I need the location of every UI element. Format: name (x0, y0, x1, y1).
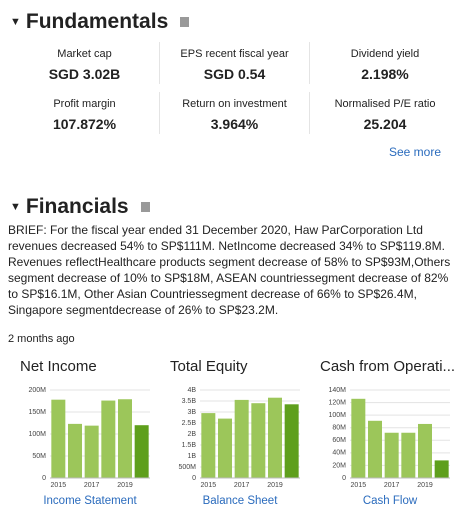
bar (134, 425, 149, 478)
chart-title: Cash from Operati... (320, 358, 456, 375)
bar (118, 399, 132, 478)
metric-value: 3.964% (210, 116, 259, 132)
y-tick-label: 3.5B (182, 398, 197, 405)
metric-label: EPS recent fiscal year (180, 48, 289, 60)
info-icon[interactable] (140, 202, 150, 212)
y-tick-label: 1.5B (182, 442, 197, 449)
y-tick-label: 40M (332, 450, 346, 457)
y-tick-label: 100M (328, 412, 346, 419)
y-tick-label: 100M (28, 431, 46, 438)
metric-card: Market cap SGD 3.02B (10, 42, 160, 84)
y-tick-label: 80M (332, 425, 346, 432)
bar (284, 404, 299, 478)
y-tick-label: 1B (187, 453, 196, 460)
x-tick-label: 2017 (234, 482, 250, 489)
metric-label: Normalised P/E ratio (334, 98, 436, 110)
chart-link[interactable]: Cash Flow (362, 495, 418, 507)
chart-link[interactable]: Income Statement (43, 495, 137, 507)
see-more-link[interactable]: See more (388, 145, 441, 159)
bar (201, 413, 216, 478)
y-tick-label: 0 (42, 475, 46, 482)
section-heading[interactable]: ▼ Fundamentals (10, 10, 190, 34)
y-tick-label: 20M (332, 462, 346, 469)
y-tick-label: 120M (328, 399, 346, 406)
bar (351, 398, 366, 478)
x-tick-label: 2015 (201, 482, 217, 489)
bar (218, 418, 232, 478)
metric-value: 25.204 (363, 116, 407, 132)
y-tick-label: 200M (28, 387, 46, 394)
metric-value: 107.872% (52, 116, 117, 132)
metric-label: Market cap (57, 48, 112, 60)
bar (84, 425, 99, 478)
chart: 0 500M 1B 1.5B 2B 2.5B 3B 3.5B 4B 2015 2017 2019 (178, 387, 300, 489)
bar (368, 420, 382, 478)
metric-value: SGD 0.54 (203, 66, 266, 82)
x-tick-label: 2019 (417, 482, 433, 489)
bar (68, 423, 82, 478)
y-tick-label: 2.5B (182, 420, 197, 427)
y-tick-label: 3B (187, 409, 196, 416)
bar (418, 423, 432, 478)
chart-title: Net Income (20, 358, 97, 375)
y-tick-label: 150M (28, 409, 46, 416)
y-tick-label: 0 (192, 475, 196, 482)
bar (101, 400, 116, 478)
y-tick-label: 4B (187, 387, 196, 394)
metric-card: Normalised P/E ratio 25.204 (310, 92, 460, 134)
metric-label: Profit margin (53, 98, 116, 110)
y-tick-label: 2B (187, 431, 196, 438)
x-tick-label: 2015 (51, 482, 67, 489)
metric-label: Return on investment (182, 98, 287, 110)
y-tick-label: 500M (178, 464, 196, 471)
bar (234, 399, 249, 478)
metric-label: Dividend yield (350, 48, 420, 60)
bar (384, 432, 399, 478)
bar (268, 397, 282, 478)
x-tick-label: 2017 (384, 482, 400, 489)
metric-value: 2.198% (361, 66, 409, 82)
brief-text: BRIEF: For the fiscal year ended 31 Dece… (8, 223, 451, 317)
info-icon[interactable] (180, 17, 190, 27)
metric-value: SGD 3.02B (48, 66, 121, 82)
metric-card: Dividend yield 2.198% (310, 42, 460, 84)
chart-title: Total Equity (170, 358, 248, 375)
bar (51, 399, 66, 478)
bar (434, 460, 449, 478)
metric-card: Return on investment 3.964% (160, 92, 310, 134)
x-tick-label: 2017 (84, 482, 100, 489)
chart-link[interactable]: Balance Sheet (202, 495, 278, 507)
x-tick-label: 2019 (267, 482, 283, 489)
y-tick-label: 0 (342, 475, 346, 482)
y-tick-label: 50M (32, 453, 46, 460)
metrics-grid: Market cap SGD 3.02B EPS recent fiscal yea… (10, 42, 460, 134)
bar (251, 403, 266, 478)
chart: 0 50M 100M 150M 200M 2015 2017 2019 (28, 387, 150, 489)
x-tick-label: 2019 (117, 482, 133, 489)
y-tick-label: 140M (328, 387, 346, 394)
bar (401, 432, 416, 478)
section-heading[interactable]: ▼ Financials (10, 195, 150, 219)
metric-card: EPS recent fiscal year SGD 0.54 (160, 42, 310, 84)
chart: 0 20M 40M 60M 80M 100M 120M 140M 2015 2017 2019 (328, 387, 450, 489)
x-tick-label: 2015 (351, 482, 367, 489)
y-tick-label: 60M (332, 437, 346, 444)
heading-text: Financials (25, 195, 129, 218)
metric-card: Profit margin 107.872% (10, 92, 160, 134)
heading-text: Fundamentals (25, 10, 169, 33)
timestamp: 2 months ago (8, 333, 75, 345)
